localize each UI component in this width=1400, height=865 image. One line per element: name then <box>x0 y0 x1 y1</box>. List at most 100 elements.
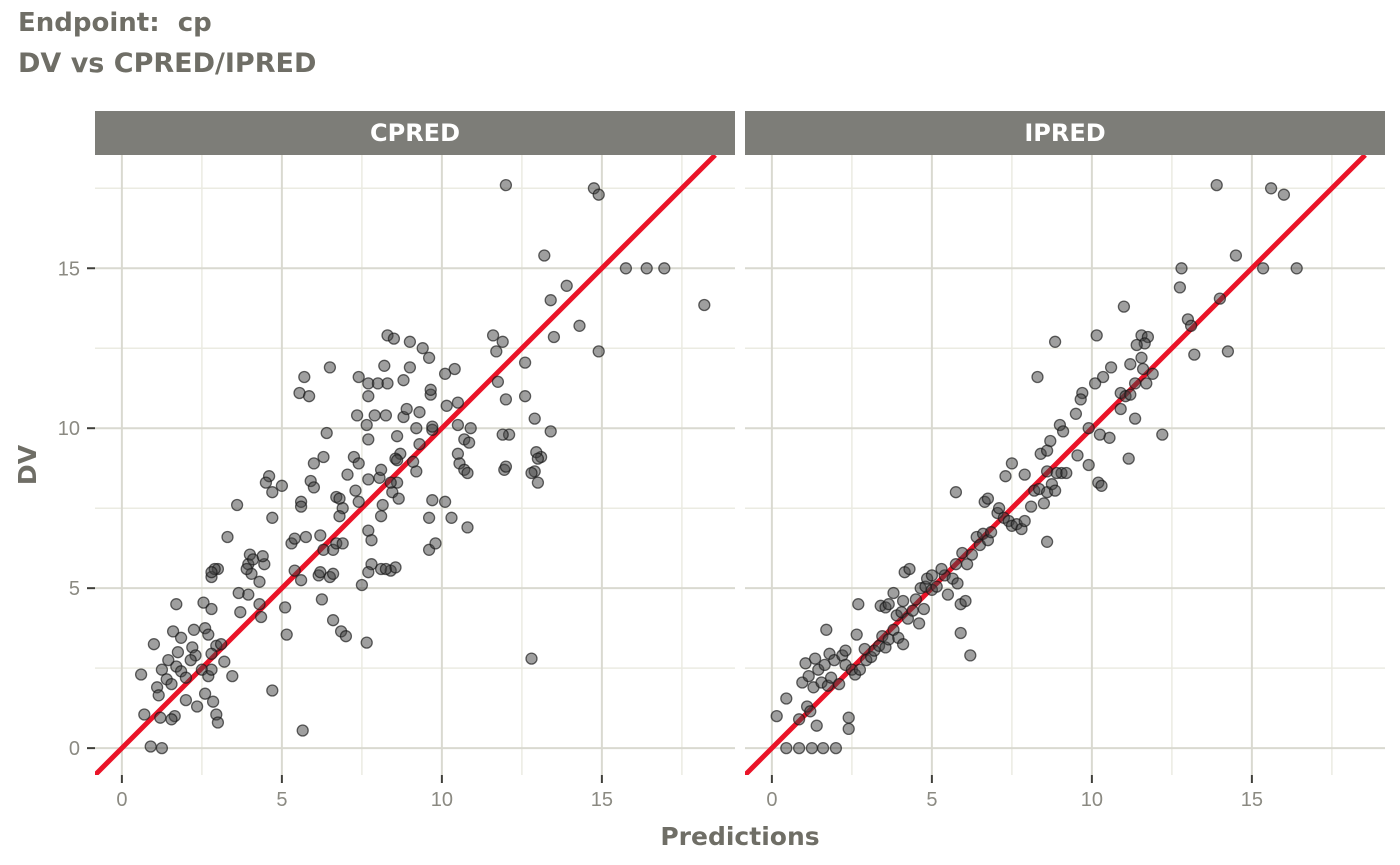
x-tick-label: 15 <box>591 789 613 811</box>
data-point <box>315 593 329 606</box>
data-point <box>1074 393 1087 406</box>
data-point <box>162 653 175 667</box>
data-point <box>294 500 308 513</box>
data-point <box>1124 388 1137 401</box>
data-point <box>792 741 806 755</box>
data-point <box>906 604 919 617</box>
data-point <box>205 566 218 579</box>
data-point <box>426 420 439 433</box>
data-point <box>379 409 393 422</box>
data-point <box>389 561 402 574</box>
data-point <box>499 393 513 406</box>
data-point <box>400 402 413 416</box>
data-point <box>426 494 439 507</box>
y-tick-label: 15 <box>58 258 80 280</box>
data-point <box>429 537 442 550</box>
data-point <box>336 537 349 550</box>
data-point <box>352 495 365 508</box>
panel-cpred <box>95 155 735 775</box>
data-point <box>266 511 279 524</box>
data-point <box>592 345 605 358</box>
data-point <box>253 575 266 588</box>
data-point <box>230 498 244 512</box>
data-point <box>218 655 231 668</box>
data-point <box>981 492 995 505</box>
data-point <box>362 473 375 486</box>
data-point <box>360 636 373 649</box>
data-point <box>360 418 373 432</box>
data-point <box>461 521 474 534</box>
data-point <box>197 596 210 609</box>
data-point <box>499 460 513 473</box>
data-point <box>1096 370 1110 384</box>
data-point <box>698 298 711 312</box>
data-point <box>544 425 557 438</box>
data-point <box>531 452 545 465</box>
data-point <box>341 468 354 481</box>
data-point <box>842 722 855 736</box>
data-point <box>538 249 551 262</box>
data-point <box>829 741 843 755</box>
y-axis-title: DV <box>13 444 42 485</box>
data-point <box>518 356 532 369</box>
data-point <box>959 594 972 608</box>
data-point <box>1018 468 1031 481</box>
data-point <box>254 610 268 624</box>
data-point <box>165 713 178 726</box>
data-point <box>1024 500 1038 513</box>
data-point <box>152 689 165 702</box>
data-point <box>816 741 830 755</box>
data-point <box>424 383 437 396</box>
data-point <box>518 390 532 403</box>
data-point <box>171 646 185 659</box>
data-point <box>658 262 671 275</box>
data-point <box>1128 412 1142 425</box>
data-point <box>211 716 225 729</box>
x-tick-label: 5 <box>926 789 937 811</box>
data-point <box>144 740 157 753</box>
data-point <box>780 692 793 705</box>
data-point <box>376 498 389 512</box>
data-point <box>323 361 337 374</box>
data-point <box>275 479 289 492</box>
data-point <box>992 502 1006 515</box>
plot-title: DV vs CPRED/IPRED <box>18 48 317 79</box>
data-point <box>155 741 169 755</box>
data-point <box>1173 281 1187 294</box>
data-point <box>298 370 311 384</box>
data-point <box>390 430 404 443</box>
data-point <box>1082 458 1095 472</box>
data-point <box>805 741 819 755</box>
data-point <box>387 332 401 345</box>
data-point <box>352 370 365 384</box>
data-point <box>240 562 253 576</box>
data-point <box>147 638 161 651</box>
data-point <box>999 470 1012 483</box>
data-point <box>317 450 330 464</box>
scatter-points-ipred <box>770 178 1303 755</box>
data-point <box>206 695 220 708</box>
data-point <box>496 428 509 441</box>
data-point <box>234 606 247 619</box>
data-point <box>184 653 197 667</box>
data-point <box>780 741 793 755</box>
y-tick-label: 0 <box>69 738 80 760</box>
data-point <box>362 566 375 579</box>
data-point <box>462 436 476 449</box>
data-point <box>166 625 180 638</box>
data-point <box>1056 425 1070 438</box>
data-point <box>413 438 426 451</box>
data-point <box>165 677 178 691</box>
data-point <box>253 598 266 611</box>
data-point <box>280 628 293 641</box>
data-point <box>1082 422 1095 435</box>
data-point <box>256 550 269 563</box>
data-point <box>221 530 234 544</box>
plot-subtitle-endpoint: Endpoint: cp <box>18 8 212 38</box>
data-point <box>820 623 833 636</box>
data-point <box>374 510 388 523</box>
x-tick-label: 0 <box>116 789 127 811</box>
data-point <box>1184 319 1198 332</box>
data-point <box>1104 361 1118 374</box>
data-point <box>853 663 867 676</box>
